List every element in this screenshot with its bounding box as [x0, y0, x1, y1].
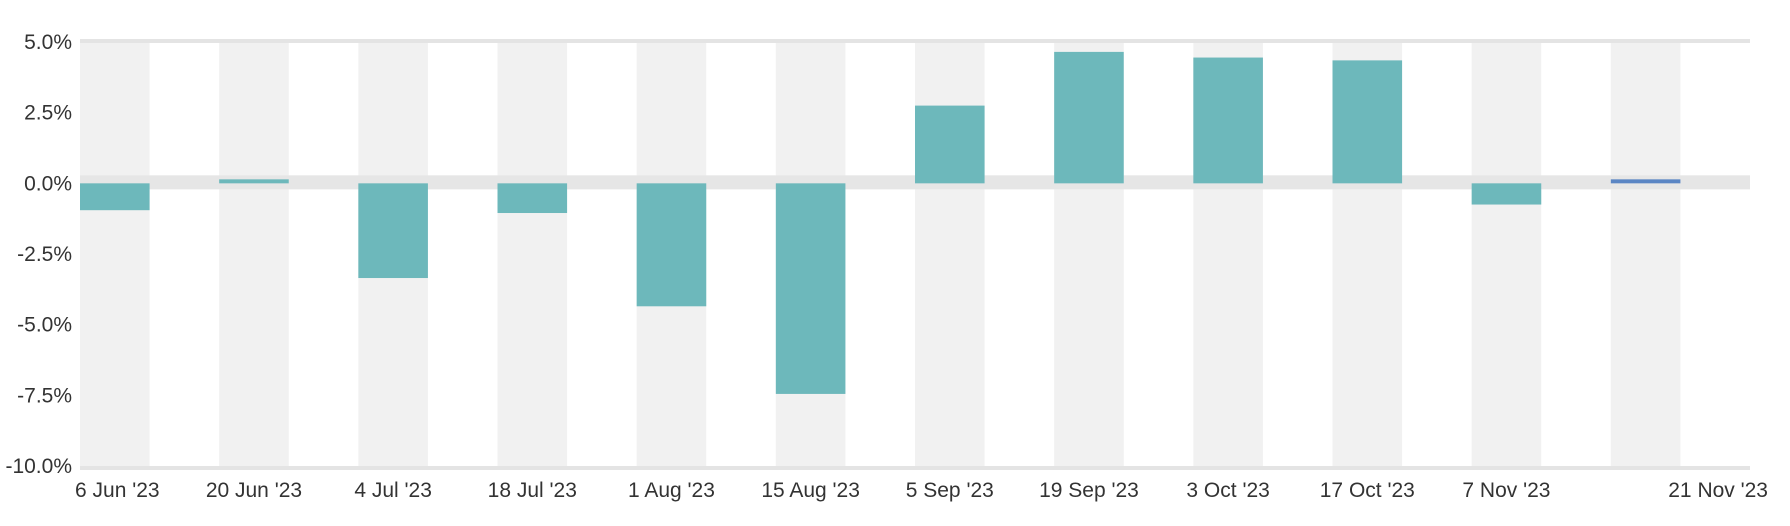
bar-1 — [80, 183, 150, 211]
grid-band — [1610, 42, 1681, 466]
bar-5 — [636, 183, 707, 307]
x-tick-label: 3 Oct '23 — [1186, 479, 1269, 502]
bar-3 — [358, 183, 428, 279]
y-tick-label: -5.0% — [17, 314, 72, 337]
grid-band — [497, 42, 568, 466]
x-tick-label: 19 Sep '23 — [1039, 479, 1139, 502]
grid-band — [219, 42, 289, 466]
bar-11 — [1471, 183, 1542, 205]
y-tick-label: 2.5% — [24, 102, 72, 125]
bar-2 — [219, 179, 289, 184]
x-tick-label: 20 Jun '23 — [206, 479, 302, 502]
bar-6 — [775, 183, 846, 394]
x-tick-label: 7 Nov '23 — [1462, 479, 1550, 502]
grid-band — [80, 42, 150, 466]
x-tick-label: 17 Oct '23 — [1320, 479, 1415, 502]
y-tick-label: 5.0% — [24, 31, 72, 54]
y-tick-label: -7.5% — [17, 384, 72, 407]
bar-10 — [1332, 60, 1403, 184]
bar-9 — [1193, 57, 1263, 184]
grid-band — [1471, 42, 1542, 466]
bar-12 — [1610, 179, 1681, 184]
bar-7 — [915, 105, 985, 184]
x-tick-label: 4 Jul '23 — [354, 479, 432, 502]
y-tick-label: -10.0% — [5, 455, 72, 478]
x-tick-label: 18 Jul '23 — [488, 479, 577, 502]
plot-top-border — [80, 39, 1750, 43]
y-tick-label: 0.0% — [24, 172, 72, 195]
x-tick-label: 6 Jun '23 — [75, 479, 160, 502]
bar-4 — [497, 183, 568, 214]
x-tick-label: 5 Sep '23 — [906, 479, 994, 502]
x-tick-label: 15 Aug '23 — [761, 479, 860, 502]
bar-8 — [1054, 51, 1124, 184]
y-tick-label: -2.5% — [17, 243, 72, 266]
x-axis-line — [80, 466, 1750, 470]
x-tick-label: 21 Nov '23 — [1668, 479, 1768, 502]
x-tick-label: 1 Aug '23 — [628, 479, 715, 502]
